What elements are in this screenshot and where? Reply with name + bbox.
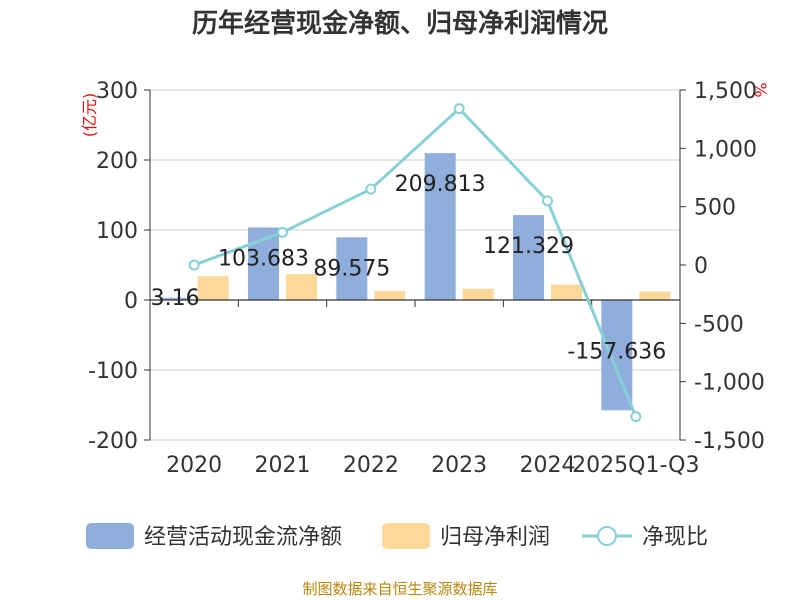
right-tick-label: -1,000 — [694, 371, 765, 396]
ratio-point — [188, 259, 200, 271]
legend: 经营活动现金流净额 归母净利润 净现比 — [86, 523, 708, 550]
legend-marker-ratio — [597, 526, 617, 546]
category-label: 2021 — [255, 453, 311, 478]
net-profit-bar — [197, 276, 229, 300]
left-axis-unit: (亿元) — [80, 93, 99, 138]
net-profit-bar — [286, 274, 317, 300]
right-tick-label: -1,500 — [694, 429, 765, 454]
data-labels: 3.16 103.683 89.575 209.813 121.329 -157.636 — [151, 172, 667, 364]
cashflow-data-label: 103.683 — [218, 246, 309, 271]
category-label: 2025Q1-Q3 — [572, 453, 699, 478]
net-profit-bar — [551, 284, 582, 300]
legend-label-ratio: 净现比 — [642, 525, 708, 550]
right-tick-label: 500 — [694, 196, 736, 221]
net-profit-bar — [462, 288, 494, 300]
ratio-point — [453, 103, 465, 115]
ratio-point — [630, 411, 642, 423]
cashflow-bar — [159, 297, 191, 300]
left-tick-label: 300 — [96, 79, 138, 104]
ratio-point — [277, 226, 288, 238]
cashflow-bar — [336, 237, 368, 300]
category-label: 2024 — [520, 453, 576, 478]
right-tick-label: 1,500 — [694, 79, 757, 104]
right-tick-label: 0 — [694, 254, 708, 279]
left-tick-label: 200 — [96, 149, 138, 174]
right-tick-label: -500 — [694, 312, 744, 337]
left-tick-label: -200 — [88, 429, 138, 454]
left-tick-label: 100 — [96, 219, 138, 244]
ratio-line — [188, 103, 642, 423]
cashflow-data-label: 209.813 — [395, 172, 486, 197]
cashflow-bar — [424, 153, 456, 300]
chart-title: 历年经营现金净额、归母净利润情况 — [192, 8, 608, 39]
legend-label-net-profit: 归母净利润 — [440, 525, 550, 550]
axes: 300 200 100 0 -100 -200 1,500 1,000 500 0 -500 -1,0… — [88, 79, 765, 478]
cashflow-data-label: 121.329 — [483, 234, 574, 259]
category-label: 2020 — [166, 453, 222, 478]
right-tick-label: 1,000 — [694, 137, 757, 162]
cashflow-data-label: 3.16 — [151, 286, 200, 311]
left-tick-label: -100 — [88, 359, 138, 384]
ratio-line-path — [193, 106, 638, 418]
category-label: 2023 — [431, 453, 487, 478]
left-tick-label: 0 — [124, 289, 138, 314]
legend-swatch-net-profit — [382, 523, 430, 549]
net-profit-bar — [639, 291, 671, 300]
category-label: 2022 — [343, 453, 399, 478]
right-axis-unit: % — [751, 82, 770, 97]
cashflow-data-label: -157.636 — [567, 339, 666, 364]
legend-label-cashflow: 经营活动现金流净额 — [144, 525, 342, 550]
gridlines — [150, 89, 680, 441]
ratio-point — [542, 195, 553, 207]
source-note: 制图数据来自恒生聚源数据库 — [302, 580, 497, 598]
cashflow-data-label: 89.575 — [313, 256, 390, 281]
cashflow-bar — [513, 215, 544, 300]
net-profit-bar — [374, 290, 406, 300]
legend-swatch-cashflow — [86, 523, 134, 549]
ratio-point — [365, 183, 377, 195]
